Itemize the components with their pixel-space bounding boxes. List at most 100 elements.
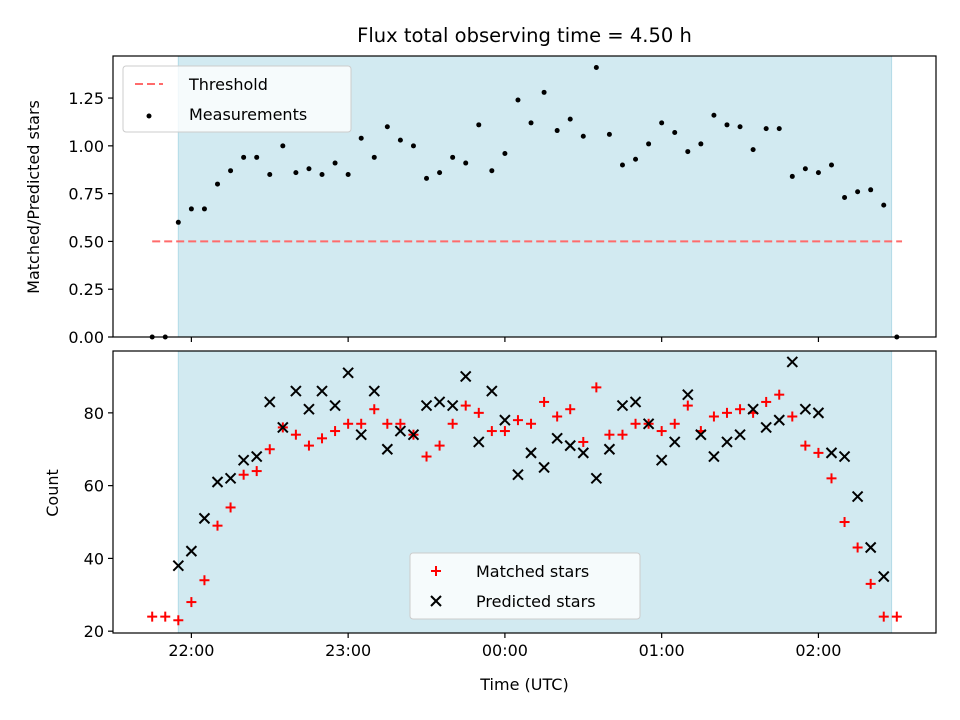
data-point (303, 403, 315, 415)
x-b (316, 385, 328, 397)
x-b (708, 450, 720, 463)
data-point (578, 436, 589, 447)
data-point (250, 450, 263, 463)
top-y-axis-label: Matched/Predicted stars (24, 100, 43, 294)
x-tick-label: 23:00 (325, 641, 371, 660)
data-point (539, 396, 550, 407)
data-point (237, 454, 250, 466)
x-b (303, 403, 315, 415)
legend-box (409, 552, 641, 620)
legend: Threshold Measurements (122, 65, 352, 133)
data-point (199, 575, 210, 586)
x-b (564, 439, 576, 452)
data-point (254, 154, 260, 160)
data-point (852, 542, 863, 553)
data-point (463, 160, 469, 166)
data-point (799, 403, 812, 415)
data-point (238, 469, 249, 480)
data-point (489, 168, 495, 174)
data-point (512, 415, 523, 426)
x-b (198, 512, 211, 525)
legend-box (122, 65, 352, 133)
data-point (646, 141, 652, 147)
x-tick-label: 22:00 (168, 641, 214, 660)
data-point (760, 421, 772, 434)
data-point (251, 466, 262, 477)
x-b (237, 454, 250, 466)
data-point (617, 429, 628, 440)
legend-dot-swatch (146, 113, 152, 119)
x-b (512, 469, 524, 481)
data-point (763, 126, 769, 132)
plot-frame (112, 350, 937, 634)
x-b (420, 399, 433, 412)
data-point (371, 154, 377, 160)
data-point (433, 396, 446, 408)
data-point (606, 131, 612, 137)
data-point (685, 149, 691, 155)
x-b (394, 425, 407, 437)
x-b (695, 428, 707, 441)
data-point (538, 461, 550, 474)
data-point (384, 124, 390, 130)
y-tick-label: 20 (84, 622, 104, 641)
data-point (224, 472, 237, 485)
legend: Matched stars Predicted stars (409, 552, 641, 620)
x-b (616, 399, 629, 412)
data-point (669, 436, 681, 448)
legend-entry: Measurements (146, 105, 307, 124)
x-b (629, 396, 642, 408)
data-point (787, 411, 798, 422)
legend-label: Measurements (189, 105, 307, 124)
data-point (855, 189, 861, 195)
data-point (881, 202, 887, 208)
y-tick-label: 40 (84, 549, 104, 568)
data-point (355, 428, 367, 441)
data-point (397, 137, 403, 143)
x-b (642, 418, 655, 430)
data-point (868, 187, 874, 193)
y-tick-label: 1.00 (68, 137, 104, 156)
data-point (356, 418, 367, 429)
data-point (813, 447, 824, 458)
bottom-panel: Count Time (UTC) 20 40 60 80 22:00 23:00 00:00… (43, 350, 937, 694)
data-point (188, 206, 194, 212)
data-point (434, 440, 445, 451)
data-point (369, 404, 380, 415)
data-point (776, 126, 782, 132)
top-panel: Flux total observing time = 4.50 h Match… (24, 24, 937, 347)
x-b (669, 436, 681, 448)
data-point (656, 426, 667, 437)
data-point (842, 194, 848, 200)
data-point (812, 407, 825, 419)
data-point (172, 559, 185, 572)
data-point (306, 166, 312, 172)
x-b (277, 421, 289, 434)
data-point (642, 418, 655, 430)
data-point (828, 162, 834, 168)
series-predicted-stars (172, 356, 890, 583)
x-b (433, 396, 446, 408)
data-point (616, 399, 629, 412)
legend-label: Threshold (188, 75, 268, 94)
data-point (512, 469, 524, 481)
x-b (499, 414, 511, 426)
data-point (212, 520, 223, 531)
data-point (789, 173, 795, 179)
data-point (410, 143, 416, 149)
x-b (250, 450, 263, 463)
x-b (747, 403, 759, 415)
data-point (342, 367, 354, 379)
data-point (734, 428, 746, 441)
x-b (577, 447, 589, 459)
data-point (290, 385, 302, 397)
data-point (682, 388, 694, 401)
data-point (528, 120, 534, 126)
x-b (460, 370, 472, 383)
data-point (630, 418, 641, 429)
data-point (437, 170, 443, 176)
data-point (802, 166, 808, 172)
data-point (577, 447, 589, 459)
data-point (708, 450, 720, 463)
